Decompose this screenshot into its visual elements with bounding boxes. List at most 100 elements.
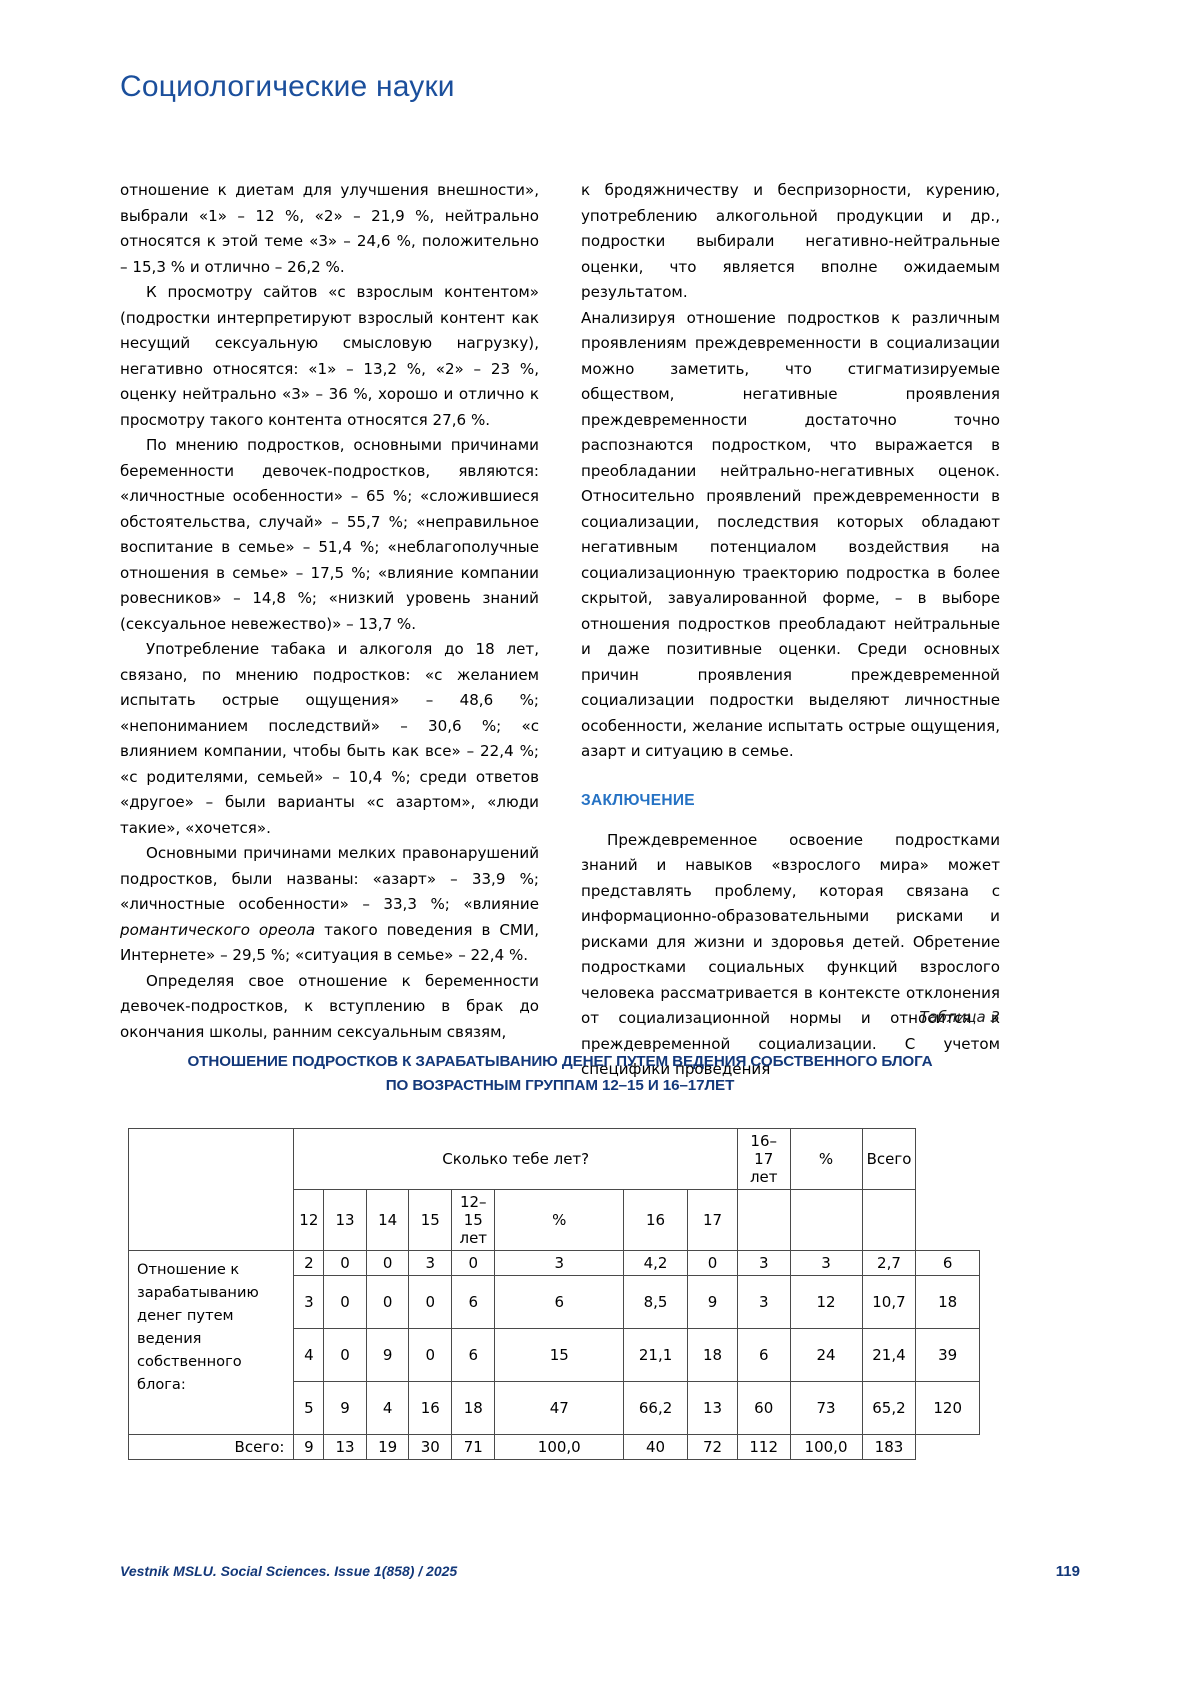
cell-total: 18	[916, 1276, 980, 1329]
cell-age-15: 18	[452, 1382, 495, 1435]
table-caption-line-1: ОТНОШЕНИЕ ПОДРОСТКОВ К ЗАРАБАТЫВАНИЮ ДЕН…	[120, 1050, 1000, 1074]
cell-age-16: 13	[688, 1382, 738, 1435]
cell-pct-12-15: 21,1	[624, 1329, 688, 1382]
cell-pct-16-17: 2,7	[862, 1251, 916, 1276]
cell-pct-12-15: 8,5	[624, 1276, 688, 1329]
paragraph: Употребление табака и алкоголя до 18 лет…	[120, 637, 539, 841]
header-sub-12-15: 12–15 лет	[452, 1190, 495, 1251]
cell-age-14: 0	[409, 1276, 452, 1329]
header-sub-17: 17	[688, 1190, 738, 1251]
header-sub-13: 13	[324, 1190, 367, 1251]
cell-total: 120	[916, 1382, 980, 1435]
table-container: Сколько тебе лет? 16–17 лет % Всего 12 1…	[128, 1128, 980, 1460]
cell-age-16: 9	[688, 1276, 738, 1329]
right-column: к бродяжничеству и беспризорности, курен…	[581, 178, 1000, 1083]
header-sub-blank-2	[790, 1190, 862, 1251]
cell-age-16: 18	[688, 1329, 738, 1382]
paragraph: К просмотру сайтов «с взрослым контентом…	[120, 280, 539, 433]
cell-sum-16-17: 3	[790, 1251, 862, 1276]
totals-pct-16-17: 183	[862, 1435, 916, 1460]
cell-age-12: 9	[324, 1382, 367, 1435]
header-group-age-question: Сколько тебе лет?	[294, 1129, 738, 1190]
cell-total: 6	[916, 1251, 980, 1276]
cell-sum-12-15: 6	[495, 1276, 624, 1329]
table-totals-row: Всего: 9 13 19 30 71 100,0 40 72 112 100…	[129, 1435, 980, 1460]
cell-pct-12-15: 66,2	[624, 1382, 688, 1435]
cell-sum-12-15: 47	[495, 1382, 624, 1435]
cell-score: 3	[294, 1276, 324, 1329]
cell-age-13: 4	[366, 1382, 409, 1435]
cell-age-17: 60	[737, 1382, 790, 1435]
header-sub-16: 16	[624, 1190, 688, 1251]
table-number-label: Таблица 3	[919, 1008, 1000, 1026]
cell-age-13: 0	[366, 1276, 409, 1329]
data-table: Сколько тебе лет? 16–17 лет % Всего 12 1…	[128, 1128, 980, 1460]
cell-age-14: 3	[409, 1251, 452, 1276]
section-heading-conclusion: ЗАКЛЮЧЕНИЕ	[581, 792, 1000, 810]
cell-age-13: 9	[366, 1329, 409, 1382]
cell-pct-16-17: 10,7	[862, 1276, 916, 1329]
body-columns: отношение к диетам для улучшения внешнос…	[120, 178, 1000, 1083]
paragraph: к бродяжничеству и беспризорности, курен…	[581, 178, 1000, 306]
totals-age-16: 72	[688, 1435, 738, 1460]
cell-sum-12-15: 15	[495, 1329, 624, 1382]
totals-age-17: 112	[737, 1435, 790, 1460]
row-label-attitude: Отношение к зарабатыванию денег путем ве…	[129, 1251, 294, 1435]
cell-age-15: 6	[452, 1276, 495, 1329]
cell-age-17: 3	[737, 1276, 790, 1329]
cell-age-13: 0	[366, 1251, 409, 1276]
running-head: Социологические науки	[120, 70, 455, 104]
cell-age-12: 0	[324, 1251, 367, 1276]
header-sub-blank-3	[862, 1190, 916, 1251]
cell-age-17: 3	[737, 1251, 790, 1276]
cell-age-16: 0	[688, 1251, 738, 1276]
cell-age-17: 6	[737, 1329, 790, 1382]
cell-score: 4	[294, 1329, 324, 1382]
cell-pct-12-15: 4,2	[624, 1251, 688, 1276]
header-col-16-17: 16–17 лет	[737, 1129, 790, 1190]
paragraph: отношение к диетам для улучшения внешнос…	[120, 178, 539, 280]
header-sub-14: 14	[366, 1190, 409, 1251]
header-corner-cell	[129, 1129, 294, 1251]
totals-age-14: 30	[409, 1435, 452, 1460]
header-col-total: Всего	[862, 1129, 916, 1190]
footer-page-number: 119	[1056, 1563, 1080, 1580]
paragraph: Преждевременное освоение подростками зна…	[581, 828, 1000, 1083]
table-caption: ОТНОШЕНИЕ ПОДРОСТКОВ К ЗАРАБАТЫВАНИЮ ДЕН…	[120, 1050, 1000, 1098]
paragraph-text-pre: Основными причинами мелких правонарушени…	[120, 844, 539, 913]
cell-age-12: 0	[324, 1329, 367, 1382]
paragraph-text-italic: романтического ореола	[120, 921, 315, 939]
table-caption-line-2: ПО ВОЗРАСТНЫМ ГРУППАМ 12–15 И 16–17ЛЕТ	[120, 1074, 1000, 1098]
left-column: отношение к диетам для улучшения внешнос…	[120, 178, 539, 1083]
totals-pct-12-15: 40	[624, 1435, 688, 1460]
header-sub-blank-1	[737, 1190, 790, 1251]
cell-pct-16-17: 65,2	[862, 1382, 916, 1435]
cell-sum-16-17: 12	[790, 1276, 862, 1329]
header-sub-15: 15	[409, 1190, 452, 1251]
cell-age-14: 16	[409, 1382, 452, 1435]
totals-label: Всего:	[129, 1435, 294, 1460]
cell-age-12: 0	[324, 1276, 367, 1329]
cell-total: 39	[916, 1329, 980, 1382]
cell-sum-12-15: 3	[495, 1251, 624, 1276]
cell-score: 5	[294, 1382, 324, 1435]
cell-pct-16-17: 21,4	[862, 1329, 916, 1382]
paragraph: Определяя свое отношение к беременности …	[120, 969, 539, 1046]
document-page: Социологические науки отношение к диетам…	[0, 0, 1200, 1697]
header-sub-percent: %	[495, 1190, 624, 1251]
totals-score: 9	[294, 1435, 324, 1460]
header-sub-12: 12	[294, 1190, 324, 1251]
table-header-row-top: Сколько тебе лет? 16–17 лет % Всего	[129, 1129, 980, 1190]
cell-age-15: 0	[452, 1251, 495, 1276]
totals-age-12: 13	[324, 1435, 367, 1460]
table-row: Отношение к зарабатыванию денег путем ве…	[129, 1251, 980, 1276]
cell-age-15: 6	[452, 1329, 495, 1382]
totals-sum-16-17: 100,0	[790, 1435, 862, 1460]
cell-sum-16-17: 24	[790, 1329, 862, 1382]
footer-journal-info: Vestnik MSLU. Social Sciences. Issue 1(8…	[120, 1563, 457, 1579]
totals-age-15: 71	[452, 1435, 495, 1460]
cell-sum-16-17: 73	[790, 1382, 862, 1435]
totals-total	[916, 1435, 980, 1460]
paragraph: Анализируя отношение подростков к различ…	[581, 306, 1000, 765]
totals-age-13: 19	[366, 1435, 409, 1460]
